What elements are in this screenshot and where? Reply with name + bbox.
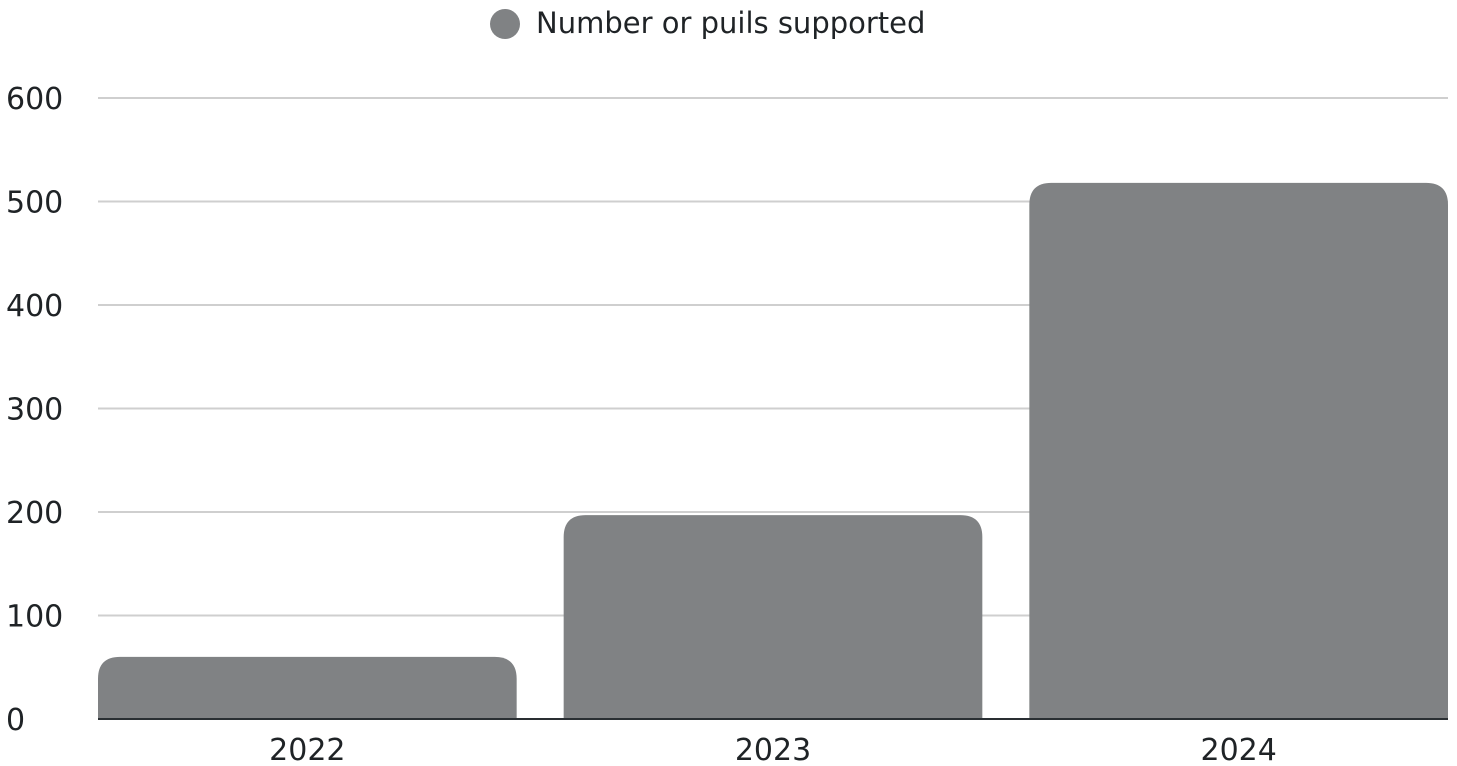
- y-tick-label: 200: [6, 496, 63, 531]
- y-tick-label: 100: [6, 600, 63, 635]
- y-tick-label: 0: [6, 703, 25, 738]
- y-tick-label: 500: [6, 186, 63, 221]
- y-tick-label: 400: [6, 289, 63, 324]
- x-tick-label: 2022: [269, 733, 345, 766]
- x-tick-label: 2023: [735, 733, 811, 766]
- y-tick-label: 600: [6, 82, 63, 117]
- legend: Number or puils supported: [490, 6, 925, 40]
- bar-2023: [563, 515, 983, 719]
- y-tick-label: 300: [6, 393, 63, 428]
- bars: [98, 182, 1448, 719]
- legend-label: Number or puils supported: [536, 6, 925, 40]
- bar-2022: [98, 656, 517, 719]
- axes: 0 100 200 300 400 500 600 2022 2023 2024: [6, 82, 1448, 766]
- legend-swatch-icon: [490, 9, 520, 39]
- x-tick-label: 2024: [1200, 733, 1276, 766]
- bar-2024: [1029, 182, 1448, 719]
